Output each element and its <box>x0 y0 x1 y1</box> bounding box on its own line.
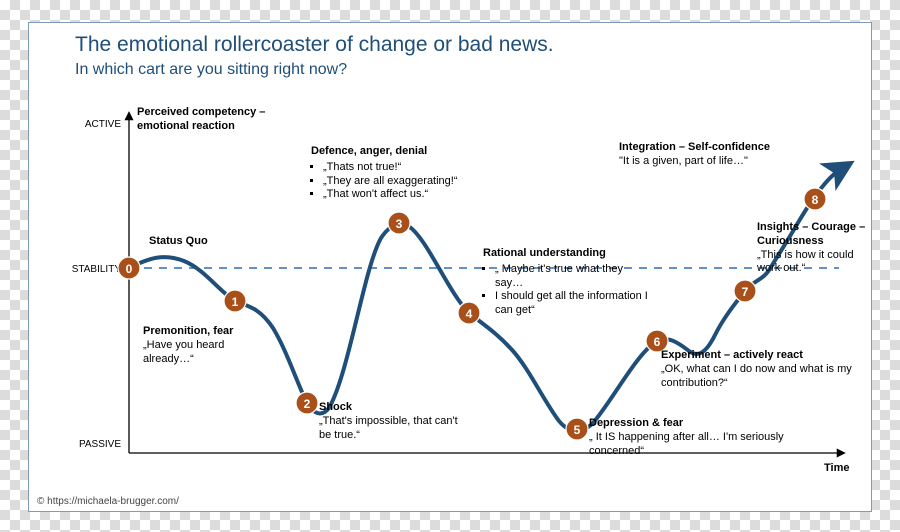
anno-shock: Shock „That's impossible, that can't be … <box>319 401 459 442</box>
marker-8-label: 8 <box>812 193 819 207</box>
anno-bullet: „That won't affect us.“ <box>323 188 521 202</box>
anno-heading: Shock <box>319 401 459 415</box>
diagram-frame: The emotional rollercoaster of change or… <box>28 22 872 512</box>
anno-heading: Premonition, fear <box>143 325 253 339</box>
anno-status-quo: Status Quo <box>149 235 249 249</box>
marker-4-label: 4 <box>466 307 473 321</box>
anno-heading: Rational understanding <box>483 247 653 261</box>
anno-heading: Insights – Courage – Curiousness <box>757 221 877 249</box>
anno-quote: „ It IS happening after all… I'm serious… <box>589 431 789 459</box>
marker-5-label: 5 <box>574 423 581 437</box>
y-axis-label-2: emotional reaction <box>137 120 235 132</box>
y-tick-active: ACTIVE <box>85 119 121 130</box>
marker-3-label: 3 <box>396 217 403 231</box>
anno-bullets: „Thats not true!“ „They are all exaggera… <box>311 161 521 202</box>
anno-heading: Defence, anger, denial <box>311 145 521 159</box>
anno-quote: "It is a given, part of life…" <box>619 155 789 169</box>
anno-premonition: Premonition, fear „Have you heard alread… <box>143 325 253 366</box>
marker-6-label: 6 <box>654 335 661 349</box>
anno-heading: Experiment – actively react <box>661 349 861 363</box>
marker-2-label: 2 <box>304 397 311 411</box>
marker-7-label: 7 <box>742 285 749 299</box>
y-axis-label-1: Perceived competency – <box>137 106 265 118</box>
anno-quote: „This is how it could work out.“ <box>757 249 877 277</box>
footer-credit: © https://michaela-brugger.com/ <box>37 496 179 507</box>
anno-heading: Status Quo <box>149 235 249 249</box>
anno-quote: „OK, what can I do now and what is my co… <box>661 363 861 391</box>
anno-quote: „That's impossible, that can't be true.“ <box>319 415 459 443</box>
anno-heading: Integration – Self-confidence <box>619 141 789 155</box>
x-axis-label: Time <box>824 462 849 474</box>
y-tick-passive: PASSIVE <box>79 439 121 450</box>
anno-heading: Depression & fear <box>589 417 789 431</box>
anno-bullet: I should get all the information I can g… <box>495 290 653 318</box>
anno-quote: „Have you heard already…“ <box>143 339 253 367</box>
anno-bullet: „They are all exaggerating!“ <box>323 175 521 189</box>
anno-integration: Integration – Self-confidence "It is a g… <box>619 141 789 169</box>
marker-0-label: 0 <box>126 262 133 276</box>
anno-bullet: „Thats not true!“ <box>323 161 521 175</box>
anno-rational: Rational understanding „ Maybe it's true… <box>483 247 653 318</box>
marker-1-label: 1 <box>232 295 239 309</box>
anno-bullets: „ Maybe it's true what they say… I shoul… <box>483 263 653 318</box>
anno-defence: Defence, anger, denial „Thats not true!“… <box>311 145 521 202</box>
anno-bullet: „ Maybe it's true what they say… <box>495 263 653 291</box>
anno-experiment: Experiment – actively react „OK, what ca… <box>661 349 861 390</box>
anno-depression: Depression & fear „ It IS happening afte… <box>589 417 789 458</box>
anno-insights: Insights – Courage – Curiousness „This i… <box>757 221 877 276</box>
markers-group: 0 1 2 3 4 5 6 7 8 <box>118 188 826 440</box>
y-tick-stability: STABILITY <box>72 264 122 275</box>
